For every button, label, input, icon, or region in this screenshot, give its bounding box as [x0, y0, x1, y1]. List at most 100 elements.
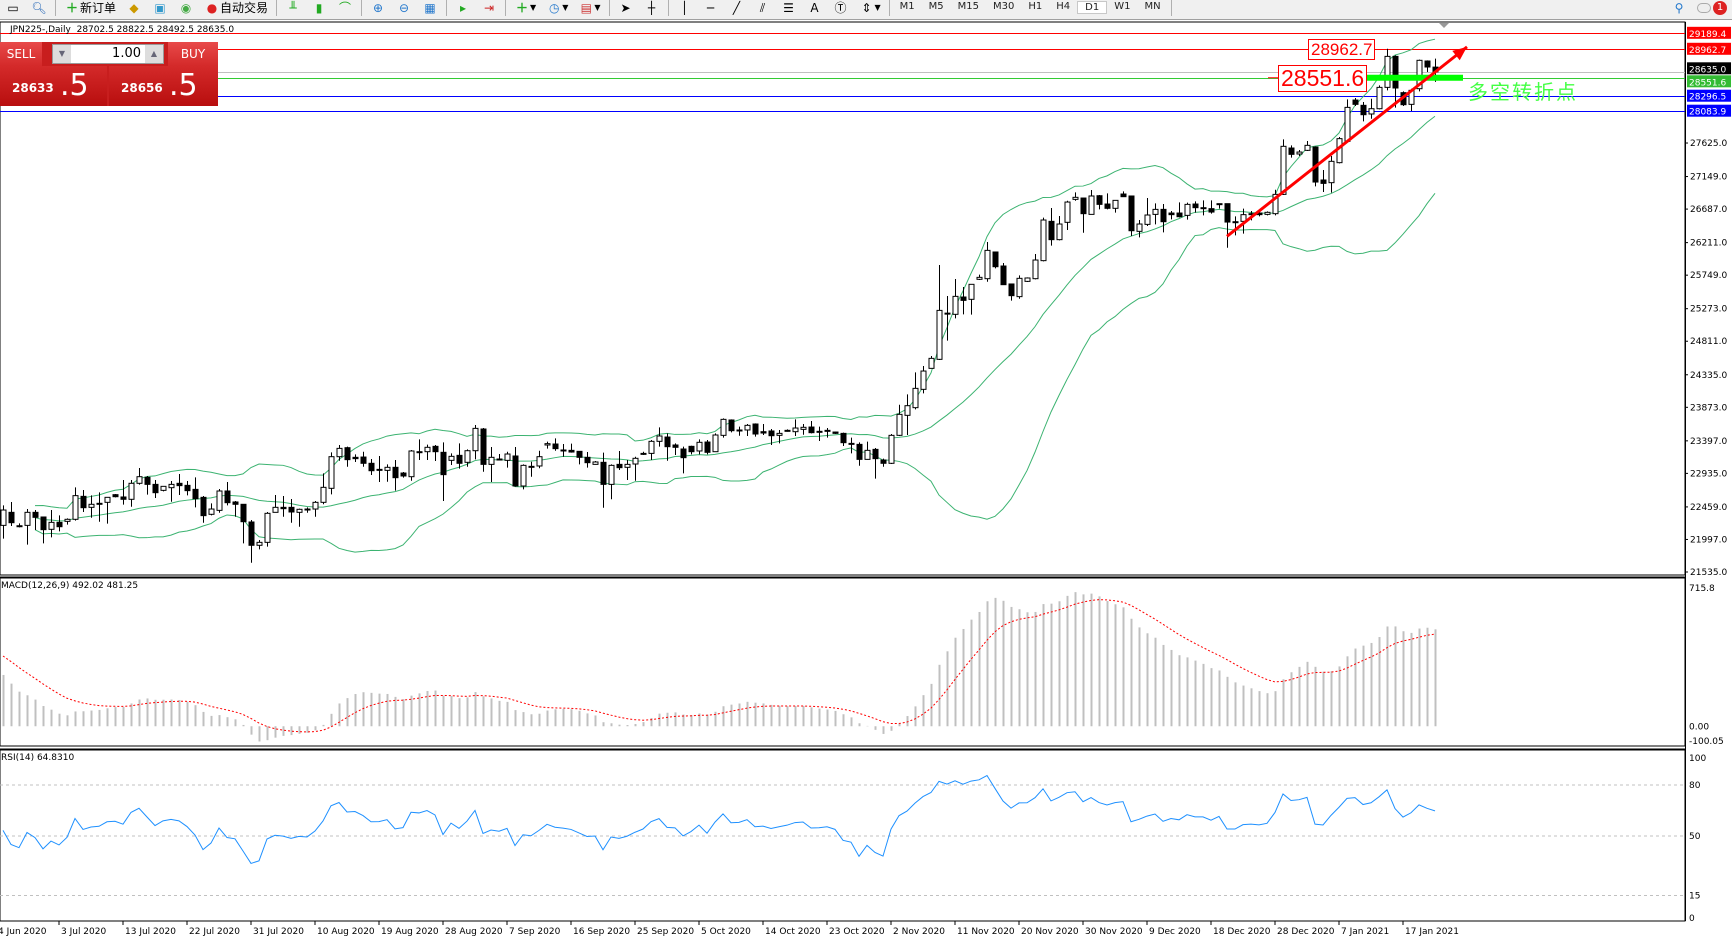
volume-increase-button[interactable]: ▲	[145, 45, 163, 63]
candle-body	[288, 506, 295, 513]
candlestick-button[interactable]: ▮	[306, 0, 332, 17]
navigator-button[interactable]: 🔍︎	[26, 0, 52, 17]
candle	[1048, 208, 1055, 246]
timeframe-mn[interactable]: MN	[1144, 1, 1161, 12]
pivot-zone-bar[interactable]	[1357, 74, 1463, 81]
annotations[interactable]	[1226, 45, 1468, 238]
candle	[1096, 195, 1103, 210]
candle	[1272, 189, 1279, 216]
price-level-tag-bg	[1687, 42, 1731, 55]
candle-body	[552, 443, 559, 450]
terminal-button[interactable]: ▣	[147, 0, 173, 17]
zoom-in-button[interactable]: ⊕	[365, 0, 391, 17]
line-chart-button[interactable]: ⌒	[332, 0, 358, 17]
buy-price-button[interactable]: 28656 .5	[109, 66, 218, 106]
vertical-line-button[interactable]: │	[672, 0, 698, 17]
candle-body	[1208, 208, 1215, 213]
candle-body	[1296, 151, 1303, 155]
indicators-button[interactable]: ＋ ▼	[509, 0, 541, 17]
candle	[368, 459, 375, 476]
trendline-button[interactable]: ╱	[724, 0, 750, 17]
candle-body	[24, 511, 31, 526]
sell-button[interactable]: SELL	[0, 42, 42, 66]
candle	[400, 471, 407, 478]
volume-field[interactable]: ▼ 1.00 ▲	[52, 44, 164, 64]
candle	[1176, 202, 1183, 218]
bar-chart-button[interactable]: ╨	[280, 0, 306, 17]
arrows-button[interactable]: ⇕ ▼	[854, 0, 886, 17]
candle-body	[192, 488, 199, 500]
time-tick-label: 23 Oct 2020	[829, 927, 885, 937]
zoom-out-button[interactable]: ⊖	[391, 0, 417, 17]
timeframe-d1[interactable]: D1	[1077, 1, 1108, 14]
resistance-price-label[interactable]: 28962.7	[1308, 39, 1376, 60]
candle	[1088, 190, 1095, 215]
timeframe-m1[interactable]: M1	[899, 1, 915, 12]
fibonacci-button[interactable]: ☰	[776, 0, 802, 17]
candle-body	[136, 476, 143, 484]
volume-value[interactable]: 1.00	[112, 46, 141, 61]
candle-body	[448, 455, 455, 461]
volume-decrease-button[interactable]: ▼	[53, 45, 71, 63]
toolbar-separator	[888, 0, 890, 16]
timeframe-m15[interactable]: M15	[957, 1, 980, 12]
trend-arrow-line[interactable]	[1226, 45, 1468, 238]
auto-trading-button[interactable]: ● 自动交易	[199, 0, 273, 17]
text-label-button[interactable]: Ⓣ	[828, 0, 854, 17]
pivot-point-text[interactable]: 多空转折点	[1468, 80, 1578, 104]
search-button[interactable]: ⚲	[1666, 0, 1692, 17]
rsi-label: RSI(14) 64.8310	[1, 753, 75, 763]
cursor-button[interactable]: ➤	[613, 0, 639, 17]
candle	[792, 419, 799, 436]
price-tick-label: 22459.0	[1690, 503, 1727, 513]
notifications-button[interactable]: 1	[1692, 0, 1732, 17]
timeframe-m5[interactable]: M5	[928, 1, 944, 12]
candlesticks	[0, 48, 1439, 563]
timeframe-w1[interactable]: W1	[1114, 1, 1131, 12]
price-level-tag-text: 28551.6	[1689, 78, 1726, 88]
candle	[416, 439, 423, 460]
candle	[1040, 217, 1047, 262]
candle-body	[168, 483, 175, 489]
candle	[312, 500, 319, 517]
one-click-trading-panel: SELL ▼ 1.00 ▲ BUY 28633 .5 28656 .5	[0, 42, 218, 106]
bollinger-lower-band	[34, 192, 1436, 553]
chart-shift-button[interactable]: ⇥	[476, 0, 502, 17]
candle	[984, 241, 991, 282]
sell-price-main: 28633	[12, 81, 54, 95]
candle	[968, 283, 975, 315]
templates-button[interactable]: ▤ ▼	[573, 0, 605, 17]
candle	[1424, 60, 1431, 73]
new-order-button[interactable]: ＋新订单	[59, 0, 121, 17]
candle	[808, 420, 815, 434]
autoscroll-button[interactable]: ▸	[450, 0, 476, 17]
buy-button[interactable]: BUY	[168, 42, 218, 66]
tile-windows-button[interactable]: ▦	[417, 0, 443, 17]
candle-body	[1168, 212, 1175, 216]
bollinger-upper-band	[34, 38, 1436, 509]
candle-body	[104, 496, 111, 503]
horizontal-line-button[interactable]: ─	[698, 0, 724, 17]
timeframe-h4[interactable]: H4	[1056, 1, 1071, 12]
candle	[624, 459, 631, 481]
chat-bubble-icon	[1697, 2, 1711, 13]
candle	[56, 515, 63, 532]
pivot-price-label[interactable]: 28551.6	[1278, 65, 1368, 92]
equidistant-channel-button[interactable]: ⫽	[750, 0, 776, 17]
candle-body	[1272, 193, 1279, 215]
candle	[904, 394, 911, 435]
macd-tick-label: 715.8	[1689, 584, 1715, 594]
crosshair-button[interactable]: ┼	[639, 0, 665, 17]
timeframe-h1[interactable]: H1	[1028, 1, 1043, 12]
periods-button[interactable]: ◷ ▼	[541, 0, 573, 17]
chart-window-button[interactable]: ▭	[0, 0, 26, 17]
metaeditor-button[interactable]: ◆	[121, 0, 147, 17]
signals-button[interactable]: ◉	[173, 0, 199, 17]
text-button[interactable]: A	[802, 0, 828, 17]
sell-price-button[interactable]: 28633 .5	[0, 66, 107, 106]
candle-body	[616, 463, 623, 469]
candle	[296, 508, 303, 527]
candle	[1224, 203, 1231, 248]
timeframe-m30[interactable]: M30	[993, 1, 1015, 12]
